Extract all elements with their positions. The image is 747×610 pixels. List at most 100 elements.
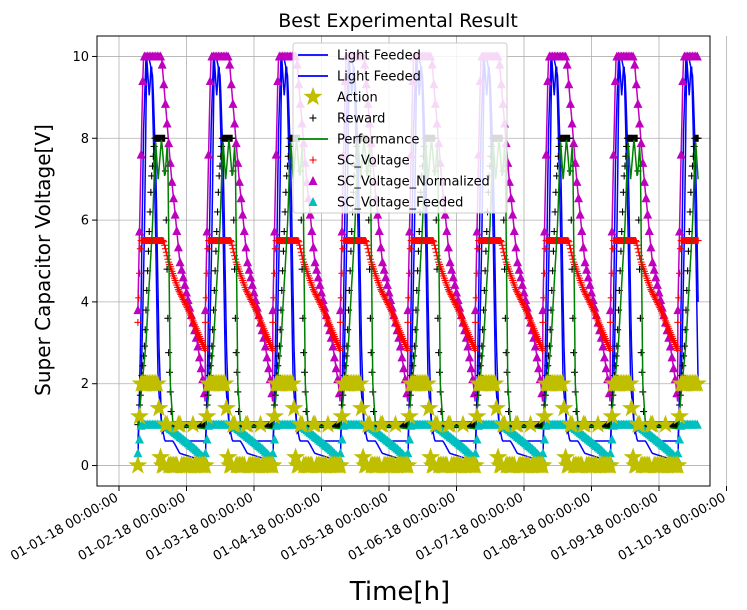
data-point [273, 76, 283, 85]
data-point [667, 352, 677, 362]
data-point [228, 241, 236, 249]
data-point [204, 149, 214, 159]
data-point [443, 242, 453, 252]
data-point [135, 294, 143, 302]
y-tick-label: 0 [81, 459, 89, 474]
grid [97, 36, 727, 486]
data-point [200, 305, 210, 315]
data-point [133, 305, 143, 315]
data-point [403, 305, 413, 315]
data-point [236, 193, 246, 203]
chart-title: Best Experimental Result [278, 10, 518, 32]
data-point [633, 98, 643, 108]
data-point [366, 255, 374, 263]
data-point [362, 237, 370, 245]
data-point [312, 291, 320, 299]
data-point [238, 209, 248, 219]
data-point [249, 300, 257, 308]
data-point [639, 176, 649, 186]
data-point [382, 295, 390, 303]
data-point [692, 51, 702, 61]
data-point [313, 272, 323, 282]
data-point [463, 341, 473, 351]
data-point [649, 291, 657, 299]
data-point [135, 226, 145, 236]
data-point [449, 295, 457, 303]
data-point [581, 289, 589, 297]
data-point [445, 257, 455, 267]
data-point [296, 241, 304, 249]
data-point [294, 237, 302, 245]
data-point [226, 79, 236, 89]
data-point [448, 294, 456, 302]
data-point [472, 226, 482, 236]
data-point [394, 332, 404, 342]
data-point [170, 209, 180, 219]
data-point [644, 226, 654, 235]
data-point [374, 226, 384, 235]
data-point [336, 318, 344, 326]
data-point [534, 363, 544, 373]
data-point [514, 289, 522, 297]
data-point [376, 242, 386, 252]
data-point [673, 305, 683, 315]
data-point [541, 269, 549, 277]
data-point [264, 363, 274, 373]
data-point [311, 289, 319, 297]
data-point [464, 352, 474, 362]
data-point [517, 279, 527, 289]
data-point [247, 295, 255, 303]
data-point [179, 295, 187, 303]
data-point [246, 294, 254, 302]
data-point [136, 149, 146, 159]
data-point [270, 294, 278, 302]
data-point [579, 286, 587, 294]
data-point [305, 209, 315, 219]
data-point [678, 76, 688, 85]
data-point [596, 332, 606, 342]
data-point [231, 255, 239, 263]
data-point [180, 297, 188, 305]
data-point [498, 241, 506, 249]
data-point [180, 279, 190, 289]
data-point [561, 51, 571, 61]
data-point [578, 242, 588, 252]
data-point [405, 294, 413, 302]
data-point [161, 245, 169, 253]
data-point [239, 226, 249, 235]
data-point [429, 237, 437, 245]
data-point [299, 255, 307, 263]
data-point [328, 341, 338, 351]
data-point [675, 226, 685, 236]
data-point [607, 294, 615, 302]
data-point [451, 299, 459, 307]
data-point [598, 341, 608, 351]
data-point [567, 118, 577, 128]
data-point [395, 341, 405, 351]
data-point [383, 297, 391, 305]
data-point [406, 245, 414, 253]
data-point [583, 292, 591, 300]
data-point [204, 245, 212, 253]
data-point [599, 352, 609, 362]
data-point [508, 209, 518, 219]
data-point [585, 297, 593, 305]
data-point [472, 294, 480, 302]
data-point [251, 304, 259, 312]
data-point [136, 269, 144, 277]
data-point [513, 257, 523, 267]
data-point [260, 341, 270, 351]
data-point [587, 300, 595, 308]
data-point [229, 245, 237, 253]
data-point [157, 59, 167, 69]
data-point [521, 304, 529, 312]
data-point [450, 279, 460, 289]
data-point [540, 294, 548, 302]
data-point [194, 352, 204, 362]
data-point [312, 264, 322, 274]
data-point [404, 346, 412, 354]
data-point [138, 76, 148, 85]
data-point [250, 302, 258, 310]
legend-label: SC_Voltage [337, 154, 410, 169]
data-point [653, 297, 661, 305]
